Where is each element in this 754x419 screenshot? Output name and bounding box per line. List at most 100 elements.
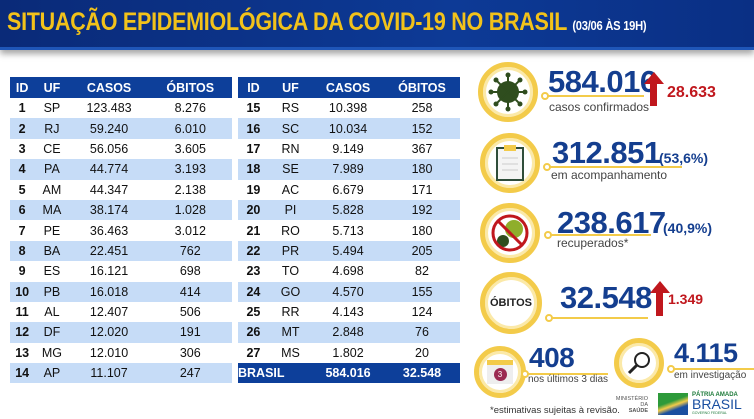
state-id: 4	[10, 159, 35, 180]
state-id: 15	[246, 101, 261, 116]
total-casos: 584.016	[312, 363, 385, 384]
state-deaths: 1.028	[148, 199, 232, 221]
state-cases: 1.802	[332, 345, 364, 360]
state-deaths: 258	[411, 101, 433, 116]
deaths-badge: ÓBITOS	[480, 272, 542, 334]
state-uf: AL	[44, 305, 60, 320]
state-id: 22	[238, 240, 269, 262]
brasil-flag-logo	[658, 393, 688, 415]
state-id: 14	[10, 363, 35, 384]
state-cases: 16.018	[69, 281, 149, 302]
state-deaths: 6.010	[148, 118, 232, 139]
connector-line	[674, 368, 754, 370]
state-deaths: 306	[179, 345, 201, 360]
ministry-logo: MINISTÉRIO DA SAÚDE	[608, 396, 648, 414]
state-cases: 7.989	[312, 159, 385, 180]
state-cases: 22.451	[69, 240, 149, 262]
column-header: CASOS	[312, 77, 385, 98]
brasil-brand: PÁTRIA AMADA BRASIL GOVERNO FEDERAL	[692, 392, 742, 415]
state-cases: 4.698	[332, 264, 364, 279]
state-uf: SC	[268, 118, 313, 139]
state-id: 2	[10, 118, 35, 139]
states-table-left: ID UF CASOS ÓBITOS 1 SP 123.483 8.276 2 RJ 59.240 6…	[10, 77, 232, 384]
state-id: 24	[238, 281, 269, 302]
header-banner: SITUAÇÃO EPIDEMIOLÓGICA DA COVID-19 NO B…	[0, 0, 754, 50]
table-row: 4 PA 44.774 3.193	[10, 159, 232, 180]
state-cases: 56.056	[89, 141, 129, 156]
column-header: ÓBITOS	[148, 77, 232, 98]
state-uf: RO	[281, 223, 300, 238]
state-uf: AM	[42, 182, 62, 197]
state-id: 5	[18, 182, 26, 197]
state-uf: AP	[34, 363, 70, 384]
state-cases: 5.494	[312, 240, 385, 262]
brand-line1: PÁTRIA AMADA	[692, 392, 738, 398]
table-row: 26 MT 2.848 76	[238, 322, 460, 343]
state-uf: RR	[281, 305, 300, 320]
state-uf: AC	[281, 182, 300, 197]
state-id: 17	[246, 141, 261, 156]
state-cases: 123.483	[86, 101, 132, 116]
state-uf: MT	[268, 322, 313, 343]
table-row: 27 MS 1.802 20	[238, 343, 460, 363]
state-deaths: 152	[384, 118, 460, 139]
state-id: 25	[246, 305, 261, 320]
table-row: 22 PR 5.494 205	[238, 240, 460, 262]
total-row: BRASIL 584.016 32.548	[238, 363, 460, 384]
clipboard-icon	[480, 133, 540, 193]
state-deaths: 20	[415, 345, 429, 360]
state-deaths: 124	[411, 305, 433, 320]
state-uf: RJ	[34, 118, 70, 139]
no-virus-icon	[480, 203, 540, 263]
state-deaths: 367	[411, 141, 433, 156]
state-cases: 38.174	[69, 199, 149, 221]
timestamp: (03/06 ÀS 19H)	[572, 18, 647, 33]
state-uf: MG	[41, 345, 62, 360]
state-uf: SE	[268, 159, 313, 180]
column-header: ID	[238, 77, 269, 98]
recent-value: 408	[529, 342, 575, 373]
deaths-increase: 1.349	[668, 291, 704, 307]
state-deaths: 698	[179, 264, 201, 279]
confirmed-increase: 28.633	[667, 84, 716, 101]
column-header: UF	[268, 77, 313, 98]
state-cases: 6.679	[332, 182, 364, 197]
state-uf: PI	[268, 199, 313, 221]
table-row: 23 TO 4.698 82	[238, 261, 460, 281]
state-uf: SP	[43, 101, 61, 116]
investigation-value: 4.115	[674, 338, 738, 368]
state-deaths: 76	[384, 322, 460, 343]
footnote: *estimativas sujeitas à revisão.	[490, 405, 620, 416]
state-cases: 12.407	[89, 305, 129, 320]
state-deaths: 82	[415, 264, 429, 279]
state-deaths: 180	[384, 159, 460, 180]
table-row: 25 RR 4.143 124	[238, 302, 460, 322]
state-uf: PA	[34, 159, 70, 180]
state-cases: 44.347	[89, 182, 129, 197]
state-deaths: 180	[411, 223, 433, 238]
state-cases: 12.010	[89, 345, 129, 360]
state-deaths: 8.276	[174, 101, 206, 116]
table-row: 19 AC 6.679 171	[238, 180, 460, 200]
state-id: 16	[238, 118, 269, 139]
ministry-text-2: SAÚDE	[628, 408, 648, 414]
calendar-day: 3	[493, 368, 507, 381]
state-id: 9	[18, 264, 26, 279]
monitoring-pct: (53,6%)	[659, 150, 709, 166]
state-id: 6	[10, 199, 35, 221]
state-cases: 59.240	[69, 118, 149, 139]
state-cases: 10.398	[328, 101, 368, 116]
table-row: 7 PE 36.463 3.012	[10, 220, 232, 240]
state-uf: RN	[281, 141, 300, 156]
state-deaths: 155	[384, 281, 460, 302]
table-row: 14 AP 11.107 247	[10, 363, 232, 384]
recent-label: nos últimos 3 dias	[528, 374, 609, 385]
recovered-label: recuperados*	[557, 236, 629, 250]
table-row: 16 SC 10.034 152	[238, 118, 460, 139]
table-row: 3 CE 56.056 3.605	[10, 139, 232, 159]
state-deaths: 3.193	[148, 159, 232, 180]
table-row: 12 DF 12.020 191	[10, 322, 232, 343]
table-row: 15 RS 10.398 258	[238, 98, 460, 118]
table-row: 21 RO 5.713 180	[238, 220, 460, 240]
state-cases: 5.713	[332, 223, 364, 238]
